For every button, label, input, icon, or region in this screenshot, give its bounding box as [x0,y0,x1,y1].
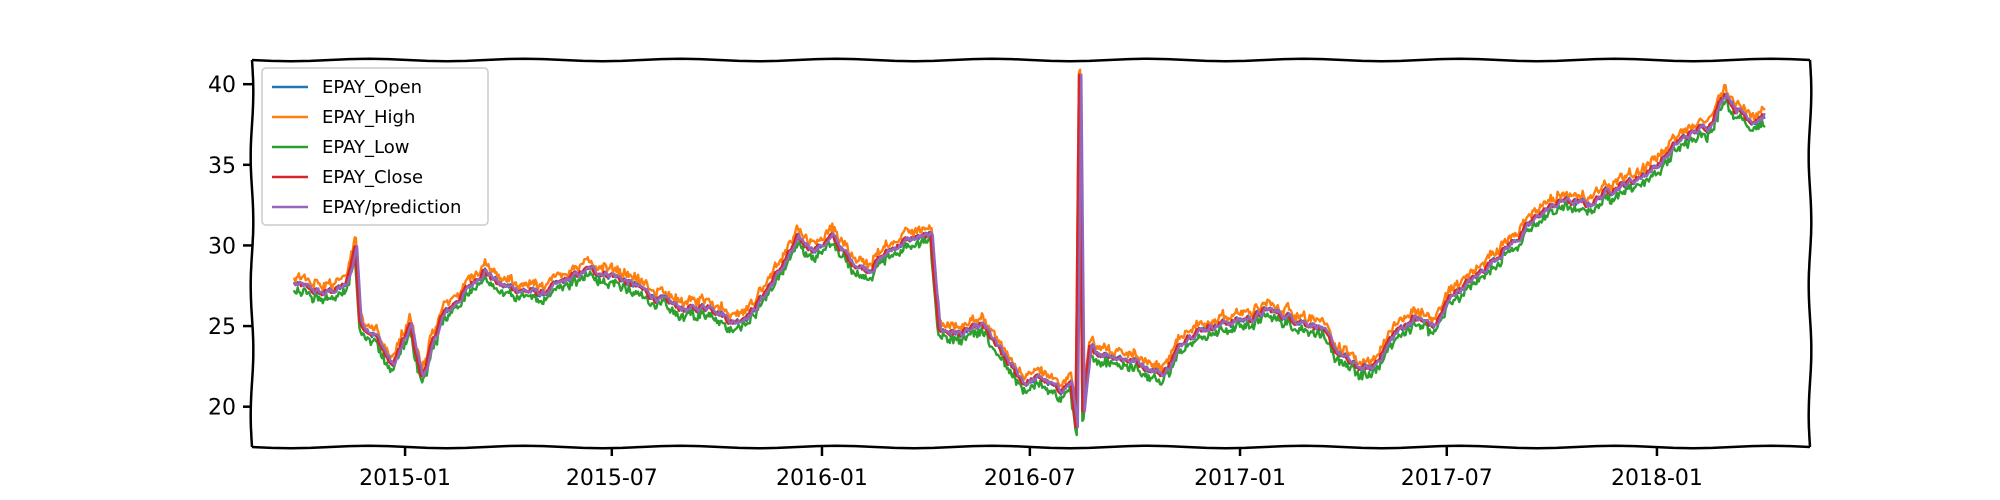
y-tick-label: 40 [208,73,236,98]
y-tick-label: 35 [208,154,236,179]
series-line-epay-low [293,99,1766,437]
legend-label-epay-close: EPAY_Close [322,167,423,188]
x-tick-label: 2015-07 [566,466,658,491]
series-layer [293,68,1766,437]
legend-label-epay-open: EPAY_Open [322,77,422,98]
legend: EPAY_Open EPAY_High EPAY_Low EPAY_Close EPAY… [261,67,489,226]
legend-label-epay-low: EPAY_Low [322,137,409,158]
axis-spine-top [251,57,1811,63]
axis-spine-left [249,59,255,448]
ticks: 20 25 30 35 40 2015-01 2015-07 2016-01 2016-07 20… [208,73,1703,491]
x-tick-label: 2017-01 [1194,466,1286,491]
legend-box [261,67,489,226]
series-line-epay-open [293,72,1766,429]
axis-spine-right [1807,59,1813,448]
legend-label-epay-prediction: EPAY/prediction [322,197,461,218]
series-line-epay-prediction [293,73,1766,429]
x-tick-label: 2016-01 [776,466,868,491]
y-tick-label: 25 [208,315,236,340]
legend-label-epay-high: EPAY_High [322,107,415,128]
series-line-epay-high [293,68,1766,410]
x-tick-label: 2018-01 [1611,466,1703,491]
x-tick-label: 2017-07 [1401,466,1493,491]
y-tick-label: 20 [208,396,236,421]
series-line-epay-close [293,73,1766,429]
x-tick-label: 2015-01 [359,466,451,491]
x-tick-label: 2016-07 [984,466,1076,491]
y-tick-label: 30 [208,234,236,259]
